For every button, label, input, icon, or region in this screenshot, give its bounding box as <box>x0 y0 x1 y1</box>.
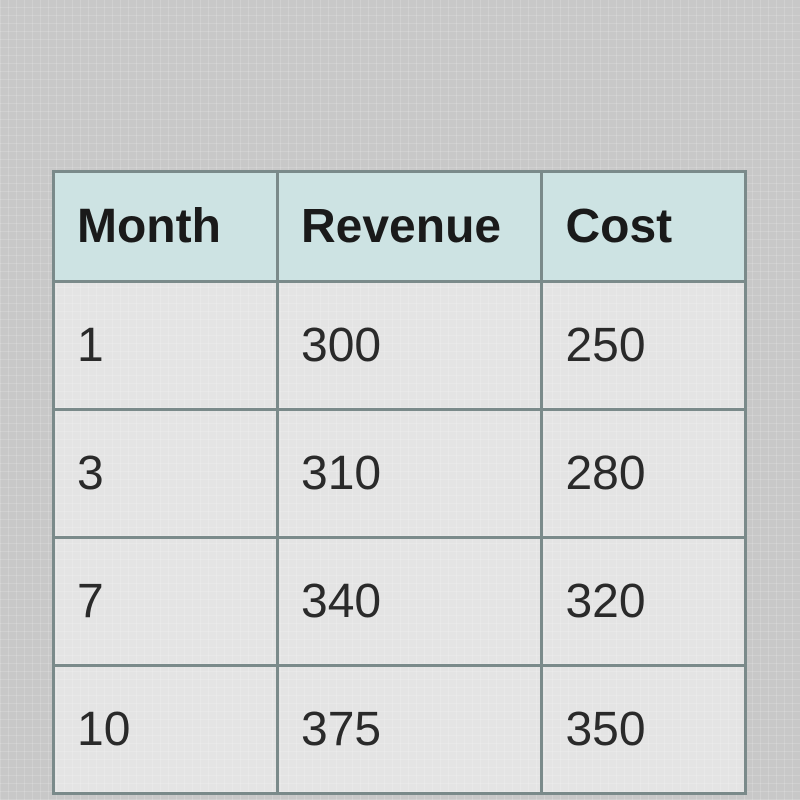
column-header-month: Month <box>54 172 278 282</box>
cell-revenue: 300 <box>278 282 542 410</box>
cell-cost: 250 <box>542 282 746 410</box>
cell-revenue: 310 <box>278 410 542 538</box>
table-row: 3 310 280 <box>54 410 746 538</box>
cell-month: 1 <box>54 282 278 410</box>
screenshot-region: Month Revenue Cost 1 300 250 3 310 280 7… <box>0 0 800 800</box>
data-table: Month Revenue Cost 1 300 250 3 310 280 7… <box>52 170 747 795</box>
cell-month: 7 <box>54 538 278 666</box>
cell-month: 3 <box>54 410 278 538</box>
table-row: 1 300 250 <box>54 282 746 410</box>
cell-cost: 350 <box>542 666 746 794</box>
table-row: 10 375 350 <box>54 666 746 794</box>
table-row: 7 340 320 <box>54 538 746 666</box>
cell-revenue: 340 <box>278 538 542 666</box>
cell-cost: 320 <box>542 538 746 666</box>
cell-cost: 280 <box>542 410 746 538</box>
cell-month: 10 <box>54 666 278 794</box>
cell-revenue: 375 <box>278 666 542 794</box>
column-header-cost: Cost <box>542 172 746 282</box>
column-header-revenue: Revenue <box>278 172 542 282</box>
table-header-row: Month Revenue Cost <box>54 172 746 282</box>
